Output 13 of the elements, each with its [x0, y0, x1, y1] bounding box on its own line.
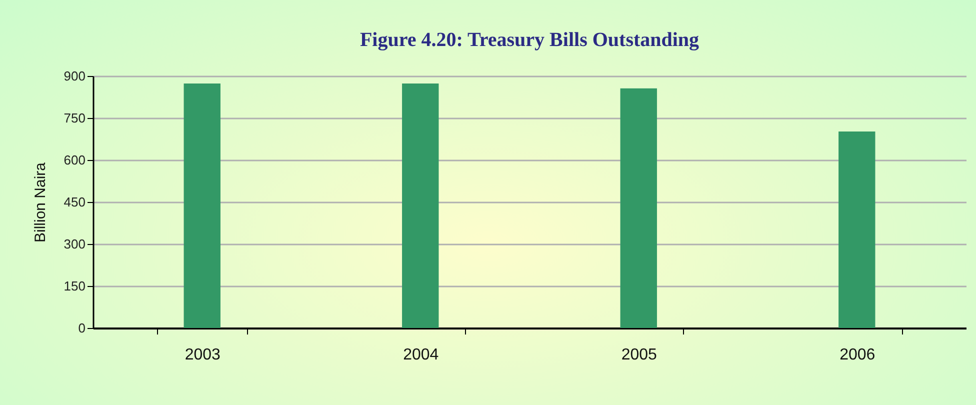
y-tick-label: 900 — [64, 68, 86, 84]
y-tick-label: 600 — [64, 152, 86, 168]
x-tick-label: 2005 — [621, 346, 658, 364]
x-tick-label: 2006 — [840, 346, 876, 364]
y-tick-label: 0 — [78, 320, 86, 336]
y-tick-label: 450 — [64, 194, 86, 210]
x-tick-label: 2003 — [184, 346, 221, 364]
x-tick-label: 2004 — [403, 346, 439, 364]
chart-title: Figure 4.20: Treasury Bills Outstanding — [360, 29, 700, 51]
y-tick-label: 300 — [64, 236, 86, 252]
y-axis-title: Billion Naira — [32, 162, 49, 243]
y-tick-label: 150 — [64, 278, 86, 294]
y-tick-label: 750 — [64, 110, 86, 126]
